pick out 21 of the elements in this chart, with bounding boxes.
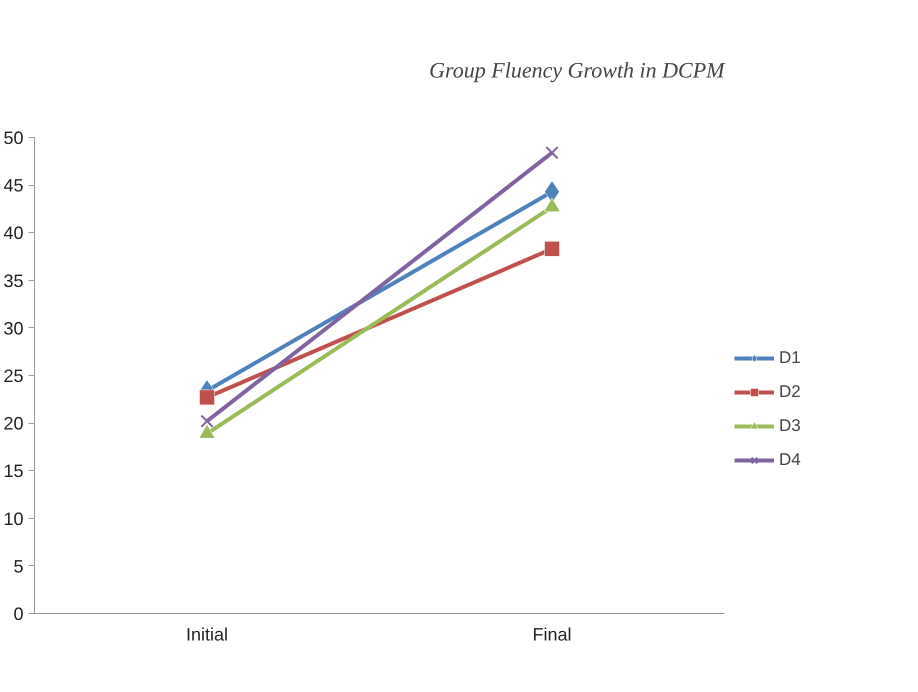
x-tick-label: Final: [532, 624, 572, 644]
y-tick-label: 25: [3, 366, 24, 386]
y-tick-label: 45: [3, 176, 24, 196]
point: [200, 414, 214, 428]
y-tick-label: 40: [3, 223, 24, 244]
y-tick-label: 35: [3, 270, 24, 291]
legend-label: D1: [779, 348, 801, 368]
y-tick-label: 30: [3, 318, 24, 338]
point: [545, 146, 559, 160]
y-tick-label: 10: [3, 508, 24, 529]
y-tick-label: 15: [3, 461, 24, 482]
point: [544, 241, 560, 257]
y-tick-label: 20: [3, 414, 24, 434]
chart-title: Group Fluency Growth in DCPM: [429, 58, 726, 82]
legend-label: D2: [779, 382, 801, 402]
x-tick-label: Initial: [186, 624, 228, 644]
y-tick-label: 0: [13, 604, 24, 624]
y-tick-label: 50: [3, 128, 24, 148]
legend-label: D4: [779, 450, 801, 470]
legend-label: D3: [779, 416, 801, 436]
y-tick-label: 5: [13, 556, 24, 576]
